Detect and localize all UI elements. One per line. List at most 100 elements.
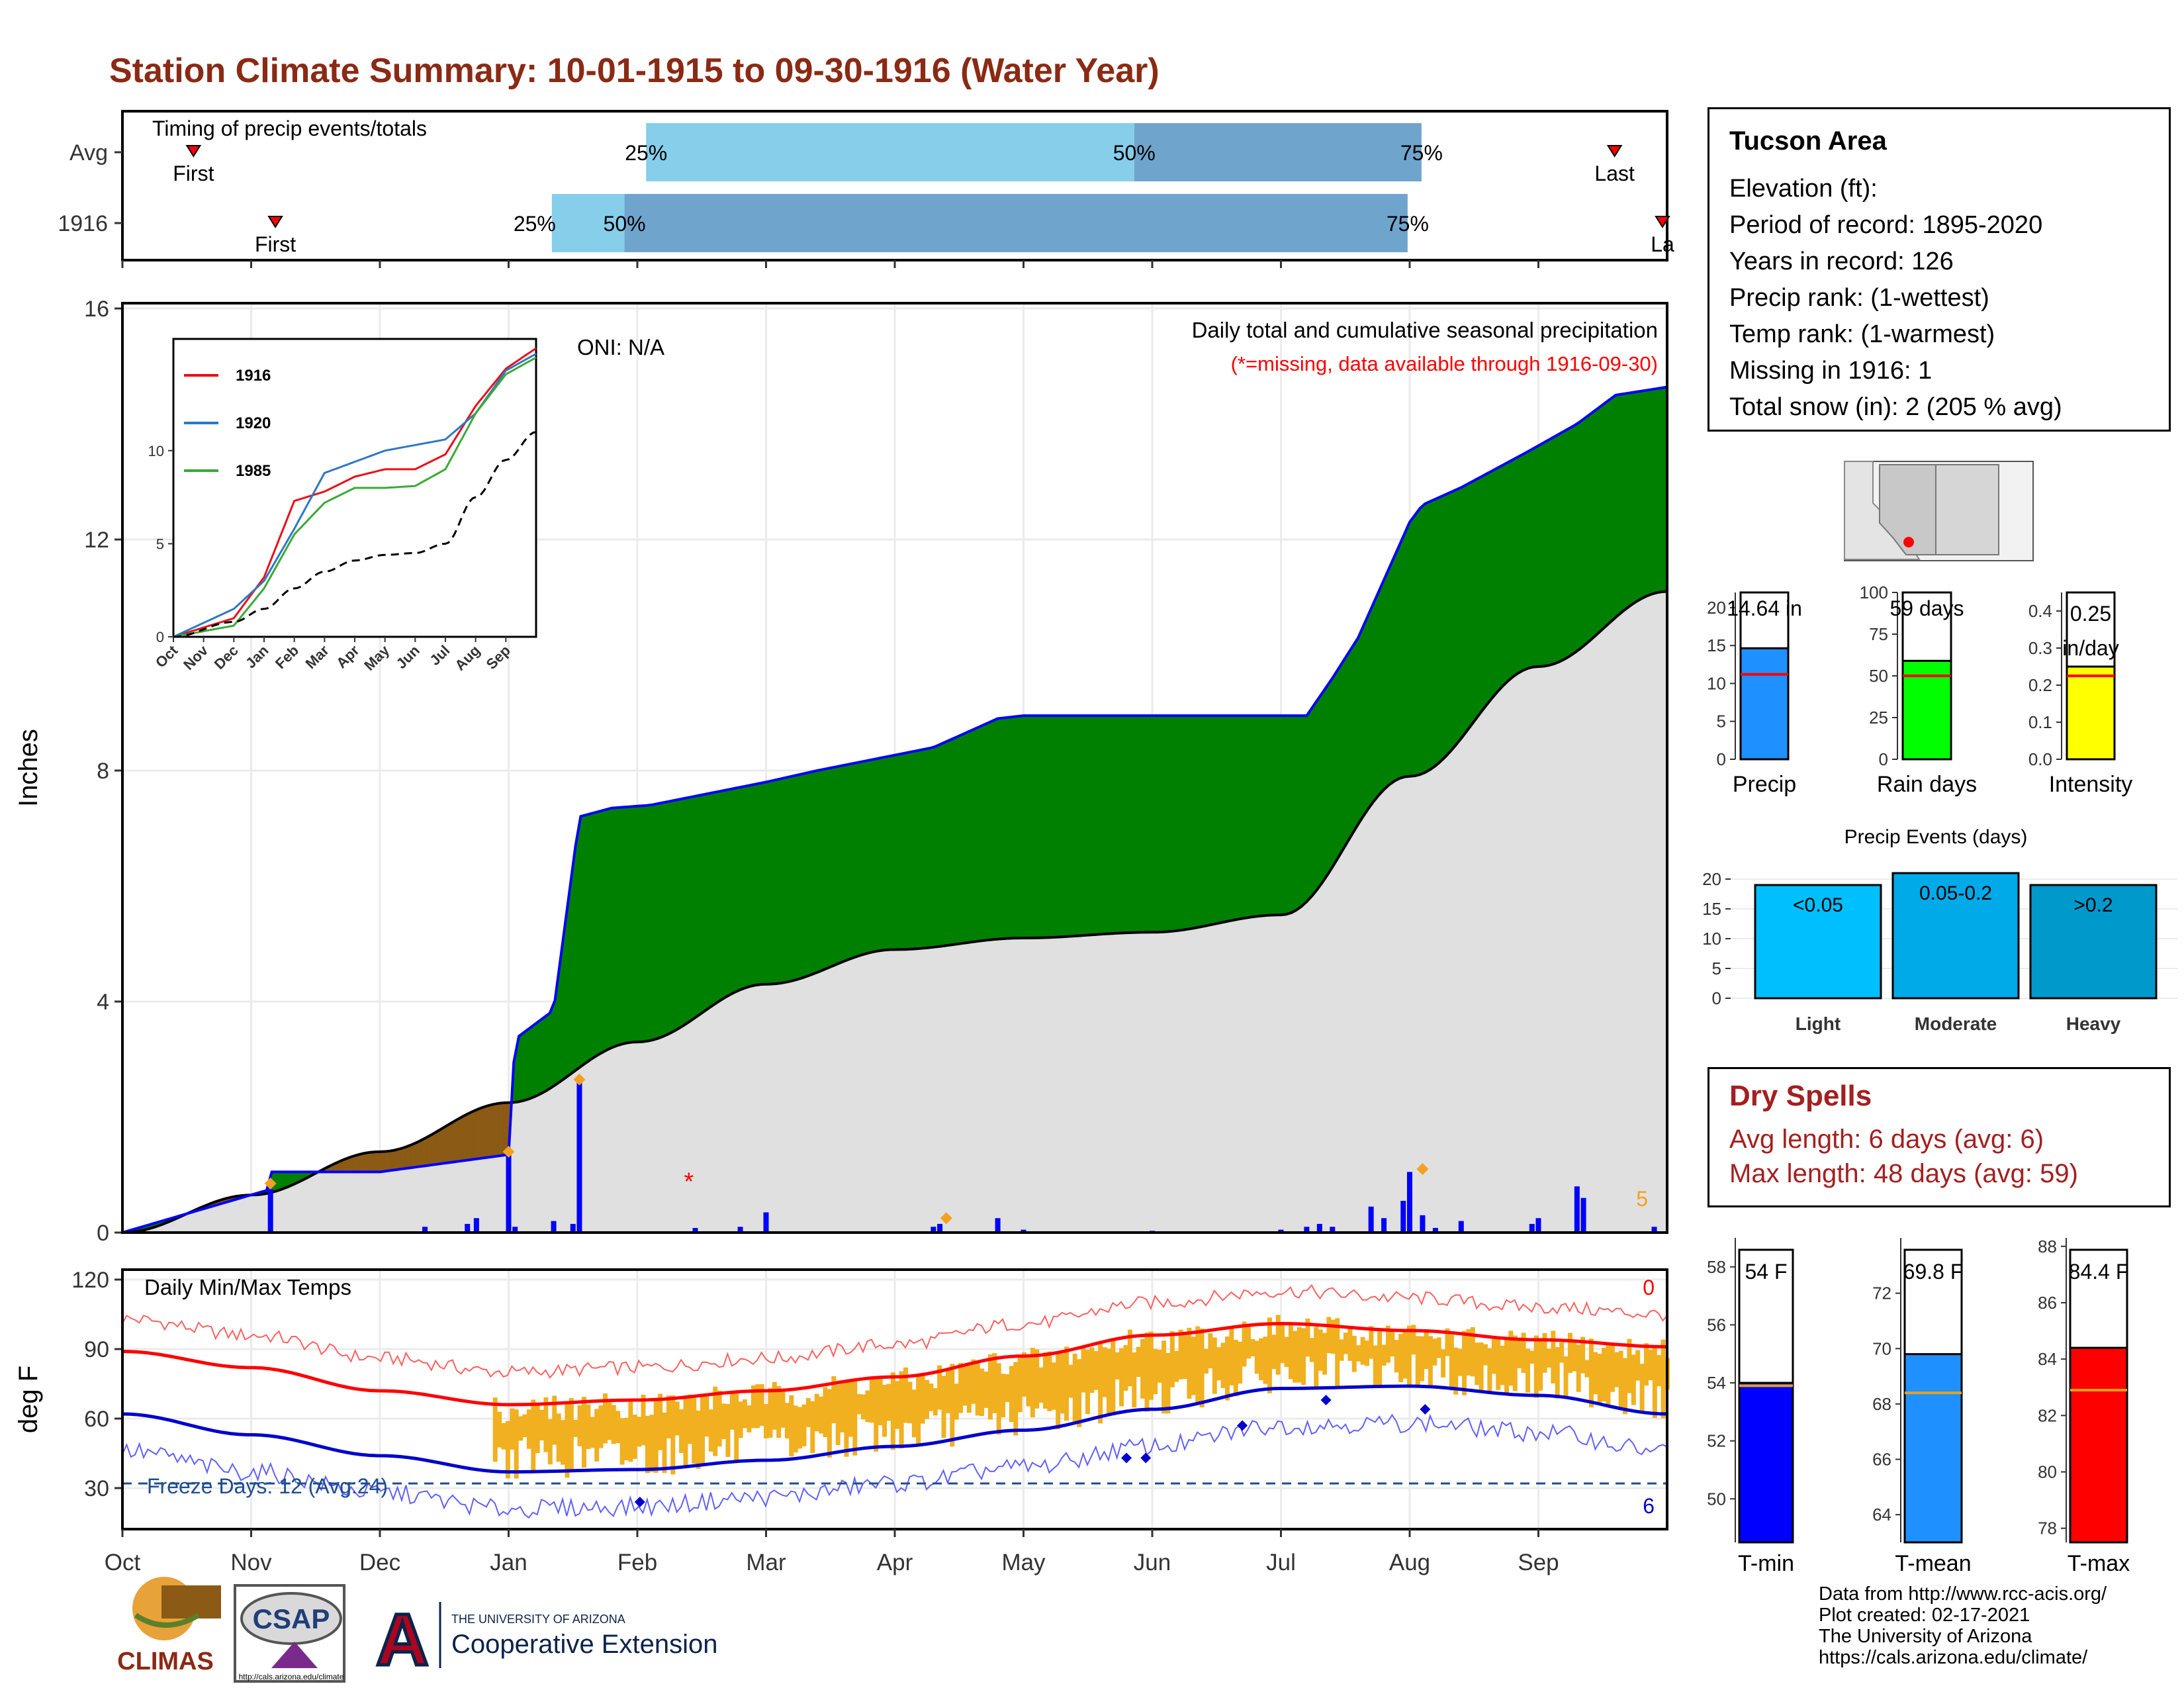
- surplus-area: [1409, 514, 1416, 777]
- temp-ytick-label: 60: [84, 1407, 109, 1432]
- daily-temp-bar: [1487, 1348, 1492, 1393]
- daily-temp-bar: [1263, 1336, 1268, 1384]
- surplus-area: [714, 790, 720, 1005]
- surplus-area: [1430, 498, 1436, 771]
- daily-temp-bar: [1305, 1318, 1310, 1357]
- surplus-area: [997, 718, 1003, 940]
- temp-ylabel: deg F: [14, 1366, 43, 1433]
- daily-temp-bar: [1102, 1347, 1107, 1397]
- deficit-area: [441, 1125, 447, 1164]
- daily-temp-bar: [1508, 1331, 1514, 1386]
- daily-temp-bar: [1572, 1342, 1577, 1372]
- csap-cloud: [240, 1592, 342, 1645]
- surplus-area: [827, 767, 834, 969]
- daily-temp-bar: [958, 1362, 964, 1413]
- surplus-area: [1332, 669, 1338, 868]
- extreme-marker: [264, 1177, 277, 1190]
- daily-temp-bar: [637, 1417, 642, 1447]
- inset-ytick-label: 10: [148, 443, 164, 459]
- tsummary-bar-fill: [1738, 1382, 1794, 1544]
- daily-temp-bar: [966, 1366, 972, 1413]
- daily-temp-bar: [1136, 1346, 1141, 1377]
- daily-temp-bar: [514, 1409, 519, 1479]
- surplus-area: [1270, 715, 1277, 916]
- daily-temp-bar: [670, 1395, 676, 1475]
- surplus-area: [1388, 556, 1395, 786]
- tsummary-tick-label: 78: [2038, 1519, 2057, 1538]
- surplus-area: [972, 727, 978, 943]
- surplus-area: [590, 812, 597, 1060]
- surplus-area: [1502, 461, 1508, 688]
- surplus-area: [637, 805, 643, 1043]
- daily-temp-bar: [569, 1397, 574, 1472]
- extreme-marker: [502, 1145, 515, 1158]
- daily-temp-bar: [510, 1408, 515, 1450]
- daily-temp-bar: [1216, 1347, 1222, 1381]
- surplus-area: [940, 741, 947, 947]
- daily-temp-bar: [522, 1414, 527, 1437]
- daily-temp-bar: [1017, 1356, 1023, 1413]
- daily-temp-bar: [1246, 1324, 1251, 1359]
- daily-temp-bar: [840, 1383, 845, 1432]
- daily-precip-bar: [1400, 1201, 1406, 1233]
- surplus-area: [884, 755, 890, 951]
- daily-precip-bar: [506, 1154, 512, 1233]
- surplus-area: [1069, 715, 1075, 937]
- surplus-area: [1559, 430, 1565, 663]
- surplus-area: [724, 788, 731, 998]
- daily-temp-bar: [692, 1395, 697, 1464]
- surplus-area: [1496, 465, 1503, 693]
- surplus-area: [760, 781, 766, 985]
- tsummary-name: T-min: [1738, 1551, 1794, 1576]
- daily-precip-bar: [1368, 1206, 1374, 1233]
- timing-p75-label: 75%: [1400, 141, 1443, 165]
- surplus-area: [889, 755, 895, 951]
- daily-temp-bar: [1013, 1362, 1019, 1436]
- ua-line2: Cooperative Extension: [451, 1630, 717, 1659]
- record-high-line: [122, 1284, 1668, 1379]
- surplus-area: [776, 778, 782, 984]
- page-title: Station Climate Summary: 10-01-1915 to 0…: [109, 52, 1160, 90]
- surplus-area: [1373, 591, 1379, 803]
- daily-temp-bar: [1153, 1348, 1158, 1394]
- surplus-area: [729, 788, 736, 996]
- surplus-area: [1533, 445, 1539, 668]
- tsummary-tick-label: 58: [1707, 1257, 1726, 1277]
- inset-avg-line: [173, 431, 537, 638]
- daily-temp-bar: [598, 1405, 604, 1448]
- daily-temp-bar: [1491, 1336, 1496, 1374]
- surplus-area: [1013, 716, 1019, 939]
- daily-temp-bar: [1504, 1336, 1510, 1393]
- surplus-area: [1569, 424, 1575, 657]
- daily-temp-bar: [1318, 1329, 1323, 1371]
- surplus-area: [1357, 626, 1364, 825]
- precip-ytick-label: 8: [97, 759, 109, 784]
- event-bar-label: <0.05: [1793, 894, 1843, 916]
- daily-temp-bar: [497, 1411, 502, 1448]
- surplus-area: [1167, 715, 1173, 932]
- daily-precip-bar: [931, 1227, 936, 1233]
- daily-temp-bar: [874, 1377, 879, 1452]
- daily-temp-bar: [729, 1391, 735, 1430]
- surplus-area: [1352, 636, 1359, 834]
- deficit-area: [400, 1147, 406, 1170]
- surplus-area: [868, 759, 875, 954]
- surplus-area: [1445, 491, 1451, 757]
- precip-ytick-label: 12: [84, 528, 109, 553]
- tsummary-tick-label: 86: [2038, 1293, 2057, 1313]
- tsummary-tick-label: 52: [1707, 1431, 1726, 1451]
- tsummary-name: T-mean: [1895, 1551, 1971, 1576]
- daily-precip-bar: [473, 1218, 479, 1233]
- temp-ytick-label: 120: [71, 1268, 109, 1293]
- daily-temp-bar: [1533, 1335, 1539, 1398]
- tsummary-tick-label: 68: [1872, 1394, 1891, 1414]
- deficit-area: [436, 1128, 442, 1165]
- daily-temp-bar: [1098, 1343, 1103, 1424]
- surplus-area: [719, 790, 725, 1002]
- timing-p25-label: 25%: [625, 141, 667, 165]
- surplus-area: [1224, 715, 1230, 923]
- summary-tick-label: 50: [1869, 666, 1888, 686]
- deficit-area: [364, 1152, 370, 1172]
- surplus-area: [1296, 715, 1302, 911]
- tsummary-name: T-max: [2068, 1551, 2130, 1576]
